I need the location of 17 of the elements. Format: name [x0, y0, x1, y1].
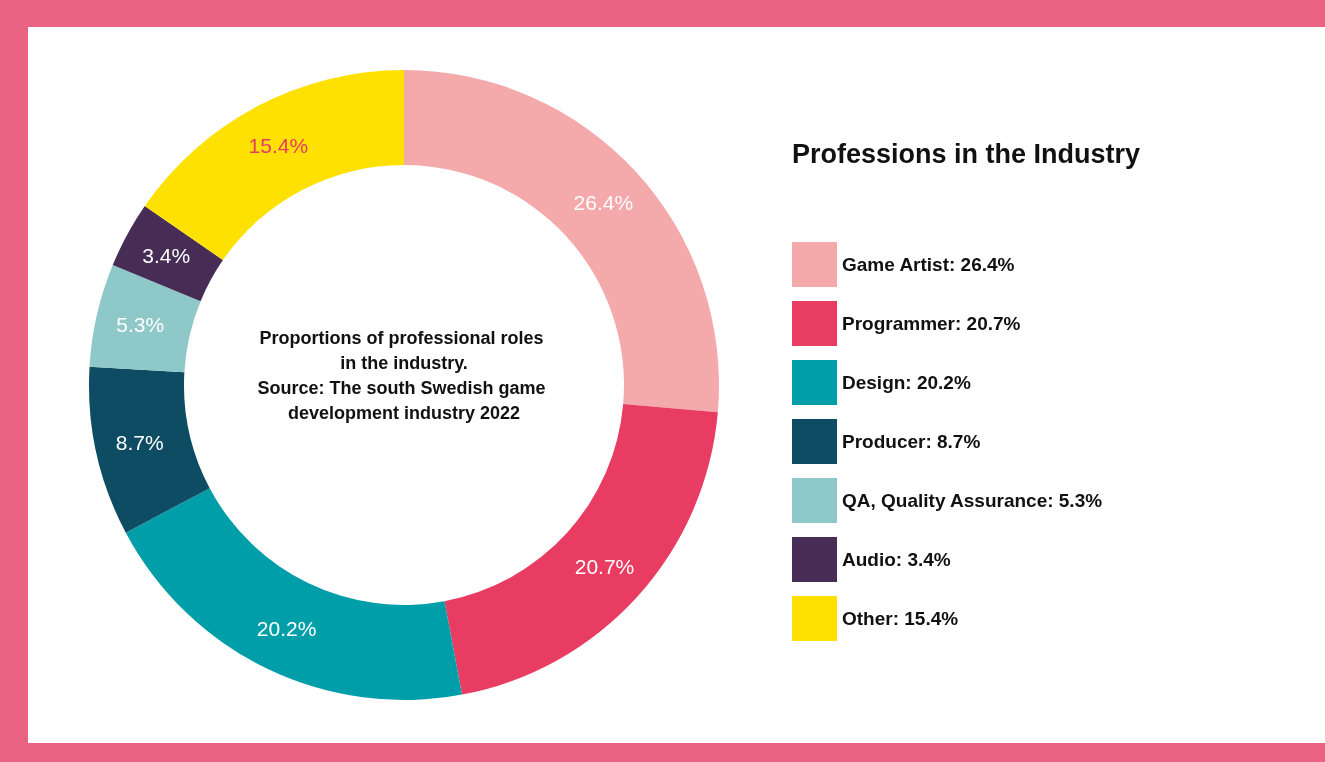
- legend-label: Other: 15.4%: [842, 608, 959, 629]
- data-label: 3.4%: [142, 244, 191, 268]
- data-label: 20.7%: [574, 555, 635, 579]
- text: Professions in the Industry: [792, 138, 1141, 169]
- legend-label: Programmer: 20.7%: [842, 313, 1021, 334]
- legend-label: Audio: 3.4%: [842, 549, 951, 570]
- data-label: 26.4%: [573, 190, 634, 214]
- legend-label: Design: 20.2%: [842, 372, 971, 393]
- legend-label: Producer: 8.7%: [842, 431, 981, 452]
- data-label: 8.7%: [115, 431, 164, 455]
- text: Proportions of professional roles in the industry.: [259, 327, 549, 373]
- legend-label: QA, Quality Assurance: 5.3%: [842, 490, 1103, 511]
- data-label: 5.3%: [116, 313, 165, 337]
- data-label: 15.4%: [248, 133, 309, 157]
- legend-label: Game Artist: 26.4%: [842, 254, 1015, 275]
- source-note: Source: The south Swedish game development industry 2022: [257, 377, 551, 423]
- data-label: 20.2%: [256, 617, 317, 641]
